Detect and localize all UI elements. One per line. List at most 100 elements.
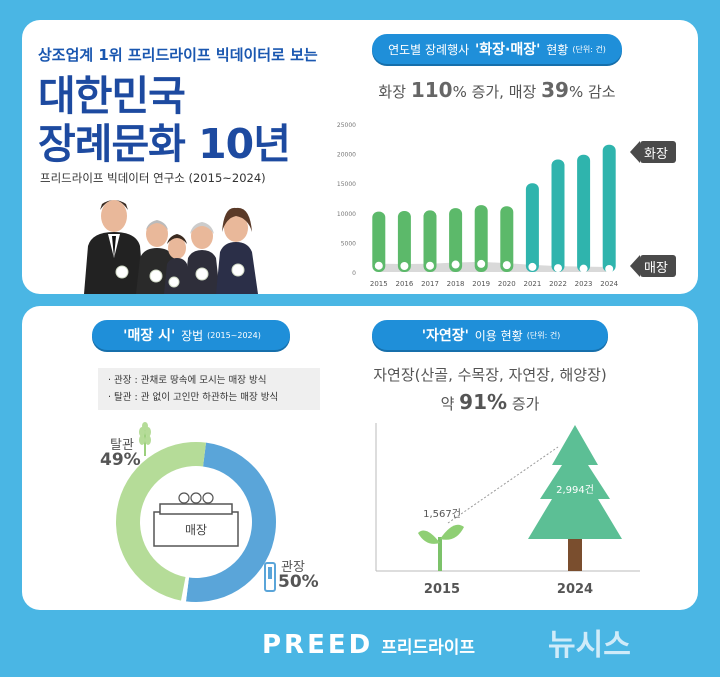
page-title-line2: 장례문화 10년 [38,120,291,168]
tree-icon [528,425,622,571]
burial-donut-chart: 매장 [115,442,276,602]
y-tick-label: 10000 [337,211,356,218]
cremation-bar-2017 [423,210,437,272]
talgwan-label: 탈관 [110,438,134,453]
annual-panel: 상조업계 1위 프리드라이프 빅데이터로 보는 대한민국 장례문화 10년 프리… [22,20,698,294]
x-tick-label: 2016 [395,280,413,288]
x-tick-label: 2015 [370,280,388,288]
pill-bold: '화장·매장' [475,42,541,58]
cremation-bar-2022 [551,159,565,272]
legend-burial: 매장 [630,255,676,277]
talgwan-pct: 49% [100,450,141,470]
x-tick-label: 2021 [523,280,541,288]
family-illustration [84,200,258,294]
brand-logo: PREED 프리드라이프 [262,630,475,660]
pill-text: 연도별 장례행사 [388,42,470,57]
x-tick-label: 2018 [447,280,465,288]
natural-burial-pill: '자연장' 이용 현황 (단위: 건) [372,320,608,350]
x-tick-label: 2017 [421,280,439,288]
gwanjang-pct: 50% [278,572,319,592]
flower-icon [190,492,202,504]
burial-notes: · 관장 : 관채로 땅속에 모시는 매장 방식 · 탈관 : 관 없이 고인만… [98,368,320,410]
cremation-bar-2019 [474,205,488,272]
source-note: 프리드라이프 빅데이터 연구소 (2015~2024) [40,171,266,185]
wheat-icon [139,422,151,456]
natural-burial-chart: 1,567건 2,994건 2015 2024 [375,423,640,597]
legend-cremation: 화장 [630,141,676,163]
burial-point-2020 [502,261,511,270]
cremation-bar-2016 [397,211,411,272]
burial-point-2019 [477,259,486,268]
x-tick-label: 2022 [549,280,567,288]
annual-chart-pill: 연도별 장례행사 '화장·매장' 현황 (단위: 건) [372,34,622,64]
header-subtitle: 상조업계 1위 프리드라이프 빅데이터로 보는 [38,46,318,64]
burial-area [378,261,610,272]
natural-line1: 자연장(산골, 수목장, 자연장, 해양장) [373,366,607,384]
natural-line2: 약 91% 증가 [360,390,620,414]
y-tick-label: 20000 [337,152,356,159]
coffin-icon [264,562,276,592]
headline-a: 화장 [378,83,407,101]
x-tick-label: 2020 [498,280,516,288]
burial-point-2016 [400,262,409,271]
note-talgwan: 탈관 : 관 없이 고인만 하관하는 매장 방식 [114,392,279,403]
x-tick-label: 2024 [600,280,618,288]
x-tick-label: 2019 [472,280,490,288]
burial-point-2017 [426,261,434,270]
donut-slice-관장 [185,442,276,602]
x-tick-label: 2023 [575,280,593,288]
annual-headline: 화장 110% 증가, 매장 39% 감소 [362,78,632,102]
burial-point-2024 [605,264,614,273]
headline-a-rest: % 증가, 매장 [452,83,537,101]
headline-b-rest: % 감소 [568,83,616,101]
pill-suffix: 이용 현황 [474,328,523,343]
year-2024: 2024 [557,582,593,597]
value-2015: 1,567건 [423,508,461,520]
annual-bar-chart: 0 5000 10000 15000 20000 25000 2015 2016 2017 201… [337,122,619,288]
pill-suffix: 현황 [546,42,569,57]
flower-icon [202,492,214,504]
headline-b-num: 39 [541,78,569,102]
headline-a-num: 110 [410,78,453,102]
page-title-line1: 대한민국 [38,72,186,120]
gwanjang-label: 관장 [281,560,305,575]
y-tick-label: 5000 [341,240,356,247]
burial-method-pill: '매장 시' 장법 (2015~2024) [92,320,290,350]
newsis-watermark: 뉴시스 [548,628,631,663]
cremation-bar-2021 [525,183,539,272]
donut-slice-탈관 [115,442,207,601]
burial-point-2022 [554,264,562,273]
donut-slice-기타 [181,577,189,602]
burial-point-2023 [579,264,588,273]
coffin-lid-icon [159,503,233,515]
cremation-bar-2018 [449,208,463,272]
pill-unit: (단위: 건) [526,330,561,340]
cremation-bar-2020 [500,206,514,272]
flower-icon [178,492,190,504]
burial-point-2015 [374,261,383,270]
natural-line2-num: 91% [459,390,508,414]
cremation-bar-2015 [372,211,386,272]
cremation-bar-2024 [602,144,616,272]
year-2015: 2015 [424,582,460,597]
brand-name: 프리드라이프 [381,637,476,658]
sprout-icon [418,524,464,571]
pill-unit: (2015~2024) [207,330,261,340]
y-tick-label: 15000 [337,181,356,188]
donut-center-label: 매장 [185,523,207,537]
note-gwanjang: 관장 : 관채로 땅속에 모시는 매장 방식 [114,375,267,386]
natural-line2-b: 증가 [511,395,540,413]
natural-line2-a: 약 [440,395,455,413]
y-tick-label: 25000 [337,122,356,129]
brand-logo-text: PREED [262,630,374,660]
pill-unit: (단위: 건) [572,44,606,54]
cremation-bar-2023 [577,154,591,272]
bottom-panel: '매장 시' 장법 (2015~2024) · 관장 : 관채로 땅속에 모시는… [22,306,698,610]
pill-suffix: 장법 [181,328,204,343]
pill-bold: '매장 시' [123,328,176,344]
burial-point-2021 [528,262,537,271]
pill-bold: '자연장' [421,328,469,344]
value-2024: 2,994건 [556,484,594,496]
burial-point-2018 [451,260,460,269]
y-tick-label: 0 [352,270,356,277]
